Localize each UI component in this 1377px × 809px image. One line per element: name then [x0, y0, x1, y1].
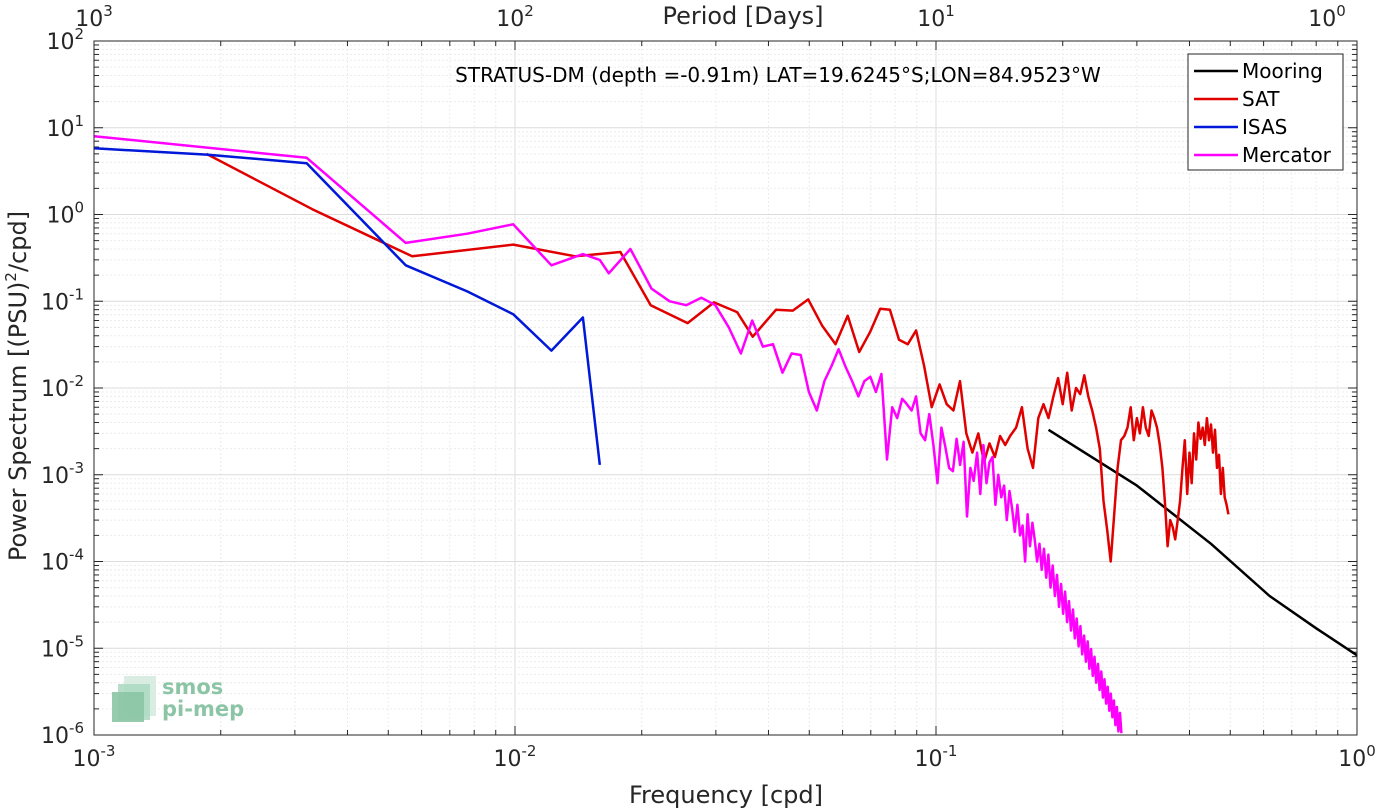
y-tick-label-exponent: 0: [74, 199, 84, 217]
x-axis-label: Frequency [cpd]: [629, 781, 823, 809]
y-tick-label-base: 10: [41, 290, 69, 315]
legend: Mooring SAT ISAS Mercator: [1187, 53, 1344, 171]
chart-title: STRATUS-DM (depth =-0.91m) LAT=19.6245°S…: [455, 63, 1101, 87]
smos-pi-mep-logo: smos pi-mep: [112, 675, 244, 722]
y-axis-label: Power Spectrum [(PSU)2/cpd]: [2, 211, 32, 561]
y-tick-label-exponent: -5: [69, 632, 84, 650]
y-tick-label: 10-6: [41, 719, 84, 749]
x-tick-label: 100: [1338, 742, 1376, 772]
y-tick-label-base: 10: [41, 637, 69, 662]
y-tick-label-exponent: 2: [74, 25, 84, 43]
y-tick-label-base: 10: [46, 30, 74, 55]
x-tick-label-base: 10: [1338, 747, 1366, 772]
y-axis-label-tail: /cpd]: [4, 211, 32, 272]
y-tick-label-base: 10: [41, 377, 69, 402]
legend-label-sat: SAT: [1242, 87, 1280, 111]
x2-tick-label-exponent: 3: [103, 2, 113, 20]
series-line-mooring: [1047, 428, 1358, 657]
x2-axis-label: Period [Days]: [662, 2, 823, 30]
x-tick-label: 10-1: [915, 742, 958, 772]
y-tick-label: 10-2: [41, 372, 84, 402]
x2-tick-label: 101: [917, 2, 955, 32]
y-tick-label: 101: [46, 112, 84, 142]
x2-tick-label-base: 10: [75, 7, 103, 32]
legend-label-isas: ISAS: [1242, 115, 1287, 139]
y-tick-label: 100: [46, 199, 84, 229]
logo-text-pi-mep: pi-mep: [162, 697, 244, 721]
x2-tick-label-exponent: 1: [945, 2, 955, 20]
y-tick-label-exponent: 1: [74, 112, 84, 130]
legend-label-mercator: Mercator: [1242, 143, 1332, 167]
y-tick-label-base: 10: [46, 117, 74, 142]
logo-layer-front: [112, 692, 144, 722]
y-tick-label-exponent: -4: [69, 546, 84, 564]
x-tick-label: 10-3: [73, 742, 116, 772]
legend-label-mooring: Mooring: [1242, 59, 1323, 83]
x-tick-labels: 10-3 10-2 10-1 100: [73, 742, 1376, 772]
y-tick-label-base: 10: [41, 464, 69, 489]
x-tick-label-exponent: -3: [101, 742, 116, 760]
y-tick-label-base: 10: [41, 551, 69, 576]
x2-tick-label-base: 10: [496, 7, 524, 32]
x-tick-label: 10-2: [494, 742, 537, 772]
x-tick-label-exponent: 0: [1366, 742, 1376, 760]
y-tick-label-exponent: -6: [69, 719, 84, 737]
x2-tick-label-exponent: 0: [1336, 2, 1346, 20]
logo-text-smos: smos: [162, 675, 223, 699]
y-tick-label: 10-4: [41, 546, 84, 576]
series-line-isas: [93, 147, 602, 466]
y-tick-label-exponent: -2: [69, 372, 84, 390]
grid-lines: [93, 40, 1358, 736]
x-tick-label-base: 10: [494, 747, 522, 772]
x-tick-label-base: 10: [73, 747, 101, 772]
y-tick-label-exponent: -1: [69, 285, 84, 303]
x2-tick-label-base: 10: [1308, 7, 1336, 32]
x2-tick-label-exponent: 2: [524, 2, 534, 20]
series-lines: [93, 134, 1358, 734]
series-line-mercator: [93, 134, 1123, 734]
y-tick-label: 10-3: [41, 459, 84, 489]
x-tick-label-base: 10: [915, 747, 943, 772]
x2-tick-label: 100: [1308, 2, 1346, 32]
x2-tick-label: 102: [496, 2, 534, 32]
y-tick-label: 10-5: [41, 632, 84, 662]
x2-tick-label-base: 10: [917, 7, 945, 32]
y-tick-label-exponent: -3: [69, 459, 84, 477]
x-tick-label-exponent: -1: [943, 742, 958, 760]
legend-box: [1187, 53, 1344, 171]
y-tick-label-base: 10: [46, 204, 74, 229]
plot-frame: [93, 40, 1358, 736]
y-tick-label-base: 10: [41, 724, 69, 749]
x2-tick-label: 103: [75, 2, 113, 32]
y-tick-label: 10-1: [41, 285, 84, 315]
x-tick-label-exponent: -2: [522, 742, 537, 760]
y-axis-label-sup: 2: [2, 272, 20, 282]
tick-marks: [93, 40, 1358, 736]
series-line-sat: [205, 152, 1230, 563]
y-axis-label-main: Power Spectrum [(PSU): [4, 282, 32, 561]
y-tick-label: 102: [46, 25, 84, 55]
x2-tick-labels: 103 102 101 100: [75, 2, 1346, 32]
